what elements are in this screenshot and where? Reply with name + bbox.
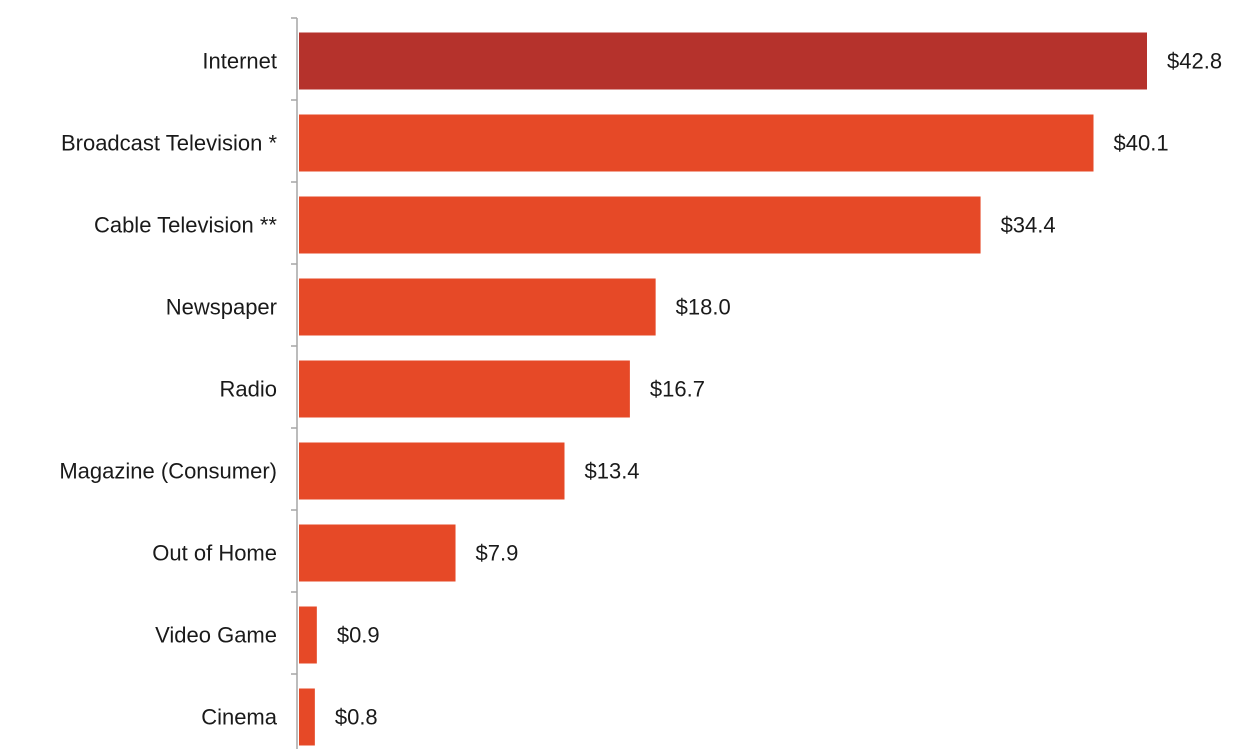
category-label-magazine-consumer: Magazine (Consumer) (59, 459, 277, 484)
bar-newspaper (299, 278, 656, 336)
value-label-video-game: $0.9 (337, 623, 380, 648)
value-label-out-of-home: $7.9 (476, 541, 519, 566)
category-label-video-game: Video Game (155, 623, 277, 648)
category-label-broadcast-television: Broadcast Television * (61, 131, 277, 156)
value-label-newspaper: $18.0 (676, 295, 731, 320)
value-label-magazine-consumer: $13.4 (584, 459, 639, 484)
value-label-internet: $42.8 (1167, 49, 1222, 74)
bar-cinema (299, 688, 315, 746)
y-axis (291, 17, 298, 749)
bar-magazine-consumer (299, 442, 565, 500)
value-label-cinema: $0.8 (335, 705, 378, 730)
bar-broadcast-television (299, 114, 1094, 172)
bar-out-of-home (299, 524, 456, 582)
bar-radio (299, 360, 630, 418)
value-label-cable-television: $34.4 (1001, 213, 1056, 238)
category-label-cable-television: Cable Television ** (94, 213, 277, 238)
category-label-cinema: Cinema (201, 705, 278, 730)
category-label-out-of-home: Out of Home (152, 541, 277, 566)
bar-cable-television (299, 196, 981, 254)
category-labels: Internet Broadcast Television * Cable Tele… (59, 49, 277, 730)
value-label-radio: $16.7 (650, 377, 705, 402)
bars-layer (299, 32, 1147, 746)
bar-video-game (299, 606, 317, 664)
category-label-newspaper: Newspaper (166, 295, 277, 320)
value-label-broadcast-television: $40.1 (1114, 131, 1169, 156)
value-labels: $42.8 $40.1 $34.4 $18.0 $16.7 $13.4 $7.9 $0.9 $0… (335, 49, 1222, 730)
category-label-radio: Radio (220, 377, 277, 402)
bar-internet (299, 32, 1147, 90)
category-label-internet: Internet (202, 49, 277, 74)
